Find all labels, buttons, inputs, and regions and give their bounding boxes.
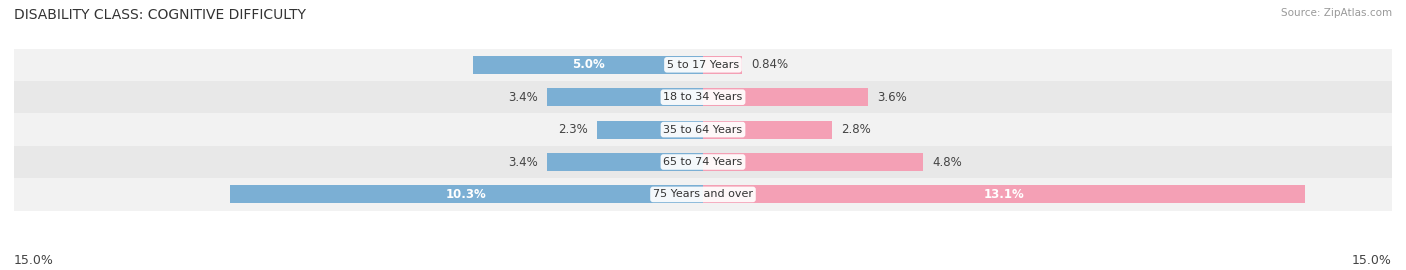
Bar (547, 153, 703, 171)
Text: 4.8%: 4.8% (932, 156, 962, 168)
Bar (598, 121, 703, 139)
Text: 0.84%: 0.84% (751, 58, 787, 71)
Text: 75 Years and over: 75 Years and over (652, 189, 754, 200)
Text: 2.3%: 2.3% (558, 123, 588, 136)
Bar (703, 185, 1305, 203)
Bar (703, 88, 869, 106)
Text: 3.6%: 3.6% (877, 91, 907, 104)
Text: Source: ZipAtlas.com: Source: ZipAtlas.com (1281, 8, 1392, 18)
Bar (547, 88, 703, 106)
Bar (474, 56, 703, 74)
Text: DISABILITY CLASS: COGNITIVE DIFFICULTY: DISABILITY CLASS: COGNITIVE DIFFICULTY (14, 8, 307, 22)
Legend: Male, Female: Male, Female (634, 266, 772, 270)
Bar (703, 121, 831, 139)
Text: 3.4%: 3.4% (508, 156, 537, 168)
Text: 18 to 34 Years: 18 to 34 Years (664, 92, 742, 102)
Text: 35 to 64 Years: 35 to 64 Years (664, 124, 742, 135)
Text: 10.3%: 10.3% (446, 188, 486, 201)
Text: 5 to 17 Years: 5 to 17 Years (666, 60, 740, 70)
Bar (14, 81, 1392, 113)
Text: 2.8%: 2.8% (841, 123, 870, 136)
Text: 15.0%: 15.0% (14, 254, 53, 267)
Bar (14, 113, 1392, 146)
Text: 15.0%: 15.0% (1353, 254, 1392, 267)
Text: 13.1%: 13.1% (983, 188, 1024, 201)
Bar (231, 185, 703, 203)
Bar (14, 146, 1392, 178)
Bar (703, 56, 741, 74)
Bar (14, 49, 1392, 81)
Bar (703, 153, 924, 171)
Text: 5.0%: 5.0% (572, 58, 605, 71)
Text: 65 to 74 Years: 65 to 74 Years (664, 157, 742, 167)
Text: 3.4%: 3.4% (508, 91, 537, 104)
Bar (14, 178, 1392, 211)
